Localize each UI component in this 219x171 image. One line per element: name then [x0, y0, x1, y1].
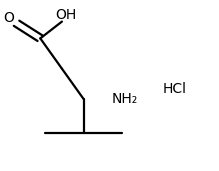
Text: HCl: HCl	[162, 82, 186, 96]
Text: O: O	[4, 11, 14, 25]
Text: NH₂: NH₂	[112, 92, 138, 106]
Text: OH: OH	[56, 8, 77, 22]
